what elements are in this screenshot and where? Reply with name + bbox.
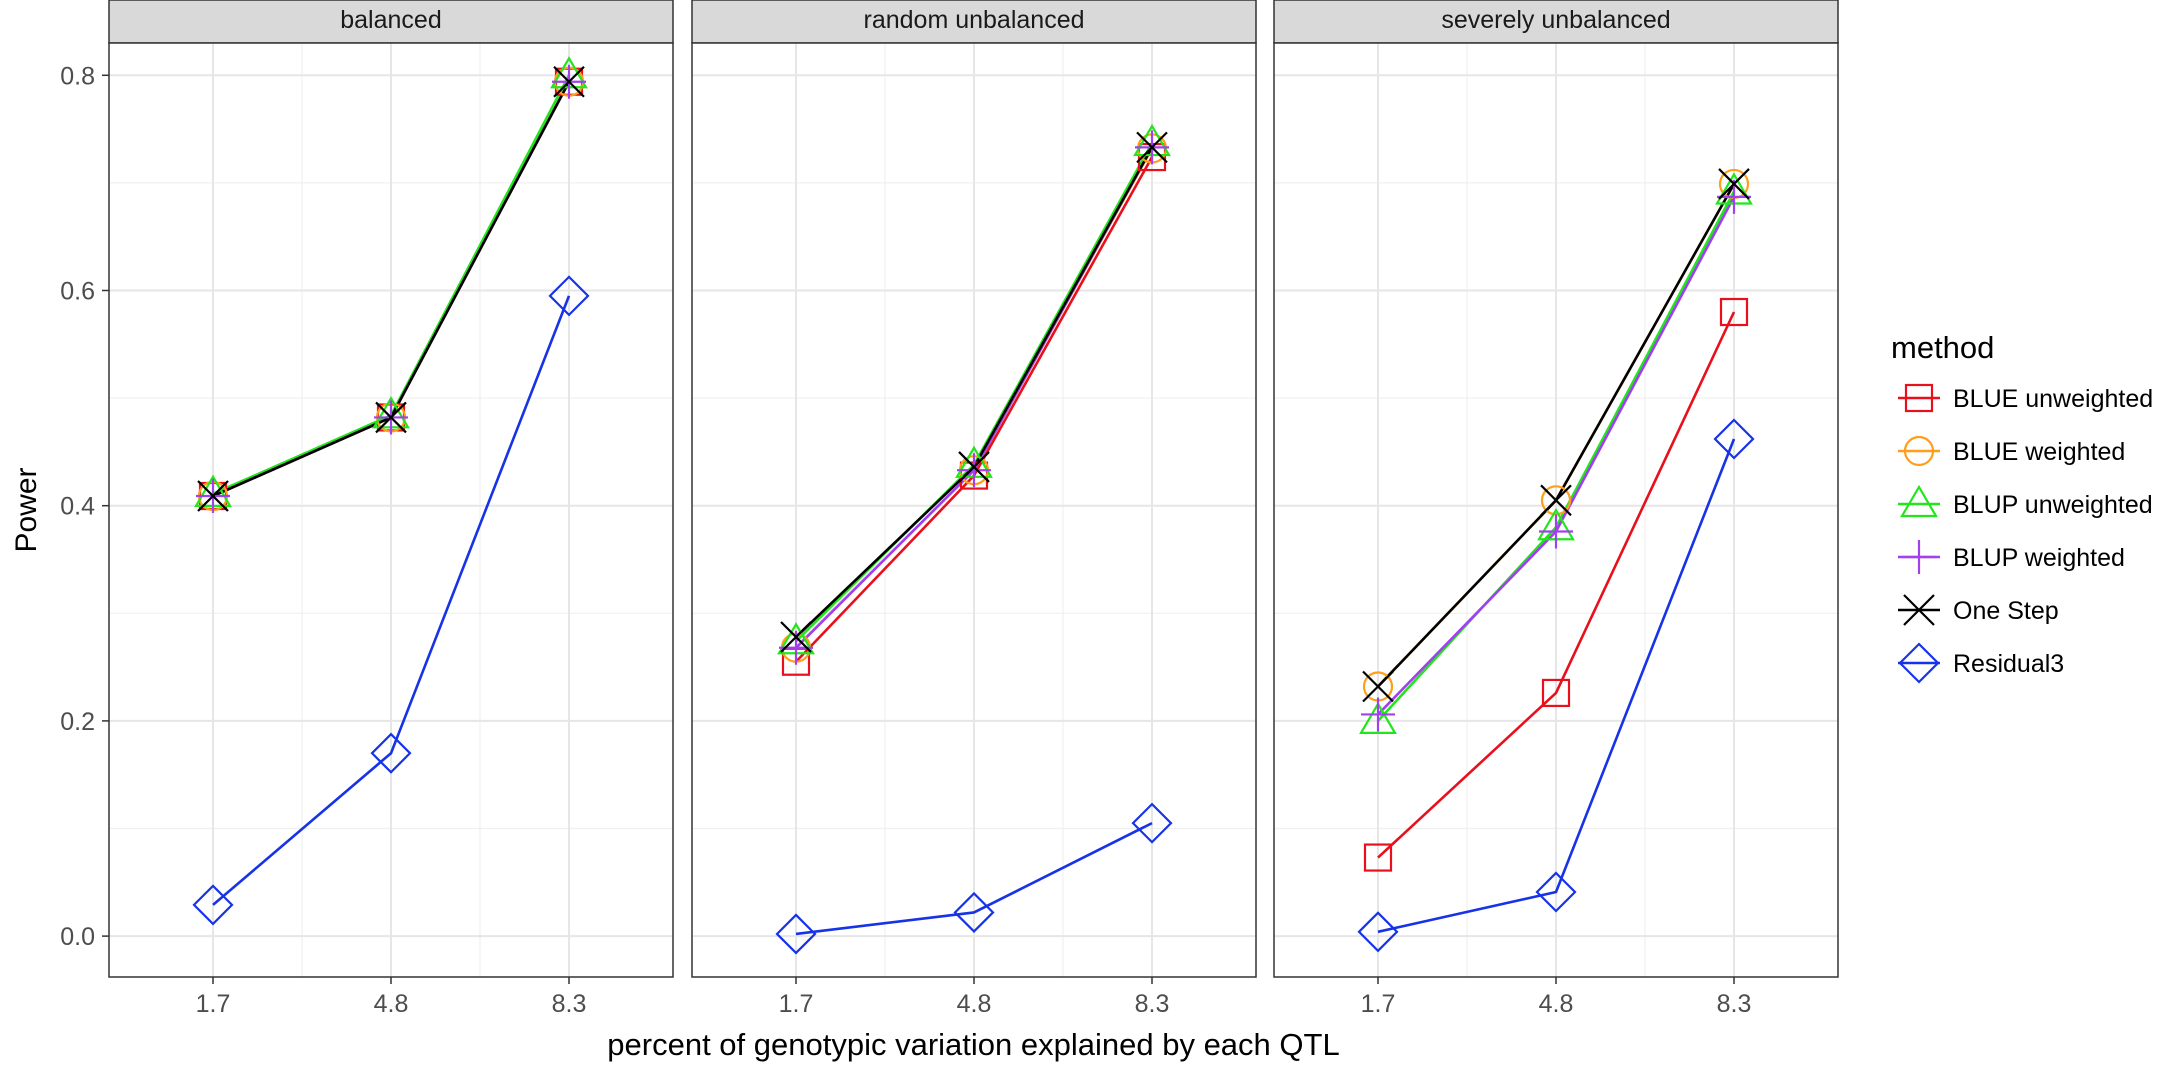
data-point-5 bbox=[192, 884, 234, 926]
data-point-0 bbox=[1719, 297, 1749, 327]
data-point-1 bbox=[1540, 485, 1572, 516]
facet-strip-label: balanced bbox=[340, 6, 441, 34]
data-point-3 bbox=[957, 453, 991, 488]
facet-panel-2: severely unbalanced 1.7 4.8 8.3 bbox=[1273, 0, 1839, 1018]
series-line-5 bbox=[1377, 438, 1736, 934]
y-tick-label: 0.8 bbox=[60, 62, 95, 90]
legend-label: BLUP weighted bbox=[1953, 544, 2125, 572]
legend-key-marker bbox=[1904, 383, 1934, 413]
data-point-4 bbox=[1718, 168, 1750, 200]
facet-panel-0: balanced 1.7 4.8 8.3 0.0 0.2 0.4 0.6 0.8 bbox=[60, 0, 674, 1018]
data-point-5 bbox=[1131, 802, 1173, 844]
data-point-3 bbox=[1361, 697, 1395, 732]
y-tick-label: 0.6 bbox=[60, 277, 95, 305]
x-tick-label: 4.8 bbox=[1539, 990, 1574, 1018]
x-tick-label: 1.7 bbox=[196, 990, 231, 1018]
legend-key-marker bbox=[1902, 540, 1936, 574]
y-axis-title: Power bbox=[10, 467, 43, 552]
x-tick-label: 8.3 bbox=[552, 990, 587, 1018]
legend-item-0: BLUE unweighted bbox=[1898, 383, 2153, 413]
data-point-4 bbox=[1540, 484, 1572, 517]
legend-key-marker bbox=[1900, 484, 1938, 518]
legend-label: One Step bbox=[1953, 597, 2059, 625]
x-tick-label: 8.3 bbox=[1135, 990, 1170, 1018]
data-point-3 bbox=[1539, 514, 1573, 549]
legend-label: BLUE unweighted bbox=[1953, 385, 2153, 413]
data-point-4 bbox=[553, 65, 585, 98]
x-tick-label: 1.7 bbox=[779, 990, 814, 1018]
data-point-4 bbox=[1136, 131, 1168, 164]
legend-item-5: Residual3 bbox=[1898, 642, 2064, 684]
legend-item-1: BLUE weighted bbox=[1898, 435, 2125, 467]
data-point-4 bbox=[375, 401, 407, 434]
data-point-5 bbox=[953, 891, 995, 933]
data-point-5 bbox=[548, 275, 590, 317]
series-line-5 bbox=[795, 821, 1153, 936]
x-tick-label: 4.8 bbox=[374, 990, 409, 1018]
data-point-5 bbox=[370, 732, 412, 774]
data-point-4 bbox=[197, 480, 229, 512]
legend-label: BLUP unweighted bbox=[1953, 491, 2153, 519]
data-point-5 bbox=[1713, 418, 1755, 460]
data-point-4 bbox=[780, 621, 812, 653]
y-tick-label: 0.4 bbox=[60, 493, 95, 521]
legend-item-4: One Step bbox=[1898, 594, 2059, 626]
legend-label: Residual3 bbox=[1953, 650, 2064, 678]
legend-item-3: BLUP weighted bbox=[1898, 540, 2125, 574]
x-axis-title: percent of genotypic variation explained… bbox=[607, 1027, 1339, 1062]
x-tick-label: 8.3 bbox=[1717, 990, 1752, 1018]
series-line-5 bbox=[212, 295, 571, 906]
legend-key-marker bbox=[1898, 642, 1940, 684]
data-point-4 bbox=[1362, 670, 1394, 703]
facet-strip bbox=[691, 0, 1257, 44]
facet-strip bbox=[108, 0, 674, 44]
facet-panel-1: random unbalanced 1.7 4.8 8.3 bbox=[691, 0, 1257, 1018]
data-point-4 bbox=[958, 451, 990, 483]
data-point-3 bbox=[1717, 179, 1751, 214]
x-tick-label: 4.8 bbox=[957, 990, 992, 1018]
data-point-5 bbox=[1535, 871, 1577, 913]
data-point-5 bbox=[775, 913, 817, 955]
facet-strip-label: severely unbalanced bbox=[1441, 6, 1670, 34]
data-point-2 bbox=[1359, 701, 1397, 735]
data-point-0 bbox=[1541, 678, 1571, 708]
legend-label: BLUE weighted bbox=[1953, 438, 2125, 466]
data-point-5 bbox=[1357, 911, 1399, 953]
y-tick-label: 0.0 bbox=[60, 923, 95, 951]
legend-title: method bbox=[1891, 330, 1994, 365]
legend-key-marker bbox=[1903, 435, 1935, 467]
data-point-0 bbox=[1363, 843, 1393, 872]
legend-item-2: BLUP unweighted bbox=[1898, 484, 2153, 519]
legend-key-marker bbox=[1903, 594, 1935, 626]
x-tick-label: 1.7 bbox=[1361, 990, 1396, 1018]
y-tick-label: 0.2 bbox=[60, 708, 95, 736]
series-line-0 bbox=[1377, 311, 1736, 859]
facet-strip-label: random unbalanced bbox=[864, 6, 1085, 34]
